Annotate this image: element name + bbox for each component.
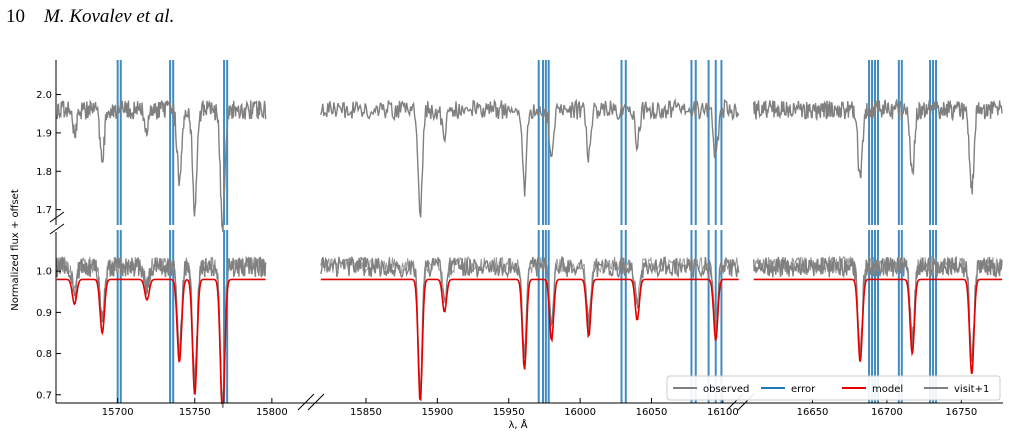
x-tick-label-1-3: 16000 [564, 407, 596, 418]
legend-label-0: observed [703, 384, 749, 395]
x-tick-label-0-1: 15750 [179, 407, 211, 418]
y-tick-label-0-0: 1.7 [36, 205, 52, 216]
x-tick-label-2-2: 16750 [945, 407, 977, 418]
y-tick-label-1-0: 0.7 [36, 390, 52, 401]
y-break-mark-a [49, 211, 65, 223]
observed-spectrum-lower-2 [753, 255, 1003, 363]
observed-spectrum-lower-0 [56, 255, 267, 408]
observed-spectrum-upper-0 [56, 99, 267, 232]
y-tick-label-1-3: 1.0 [36, 267, 52, 278]
x-tick-label-0-0: 15700 [102, 407, 134, 418]
model-spectrum-2 [753, 278, 1002, 375]
observed-spectrum-upper-1 [320, 97, 740, 218]
x-tick-label-2-1: 16700 [871, 407, 903, 418]
x-break-mark-1 [307, 393, 325, 411]
y-tick-label-1-2: 0.9 [36, 308, 52, 319]
legend-label-3: visit+1 [954, 384, 989, 395]
page-number: 10 [6, 6, 25, 27]
x-tick-label-1-2: 15950 [493, 407, 525, 418]
legend-label-2: model [872, 384, 903, 395]
x-tick-label-0-2: 15800 [256, 407, 288, 418]
legend: observed error model visit+1 [666, 375, 1001, 401]
x-break-mark-0 [297, 393, 315, 411]
x-tick-label-1-5: 16100 [707, 407, 739, 418]
y-tick-label-0-3: 2.0 [36, 90, 52, 101]
running-authors: M. Kovalev et al. [44, 6, 175, 27]
y-tick-label-1-1: 0.8 [36, 349, 52, 360]
x-axis-label: λ, Å [508, 418, 527, 431]
x-tick-label-1-0: 15850 [350, 407, 382, 418]
x-tick-label-1-4: 16050 [636, 407, 668, 418]
visit-spectrum-1 [320, 255, 740, 392]
legend-label-1: error [791, 384, 816, 395]
y-break-mark-b [49, 223, 65, 235]
model-spectrum-1 [320, 278, 739, 402]
observed-spectrum-upper-2 [753, 98, 1003, 195]
x-tick-label-1-1: 15900 [421, 407, 453, 418]
y-tick-label-0-1: 1.8 [36, 167, 52, 178]
model-spectrum-0 [56, 278, 266, 404]
x-tick-label-2-0: 16650 [797, 407, 829, 418]
observed-spectrum-lower-1 [320, 255, 740, 398]
visit-spectrum-0 [56, 256, 267, 397]
y-tick-label-0-2: 1.9 [36, 128, 52, 139]
page-header: 10 M. Kovalev et al. [6, 6, 174, 28]
y-axis-label: Normalized flux + offset [10, 189, 21, 311]
legend-box [666, 375, 1001, 401]
